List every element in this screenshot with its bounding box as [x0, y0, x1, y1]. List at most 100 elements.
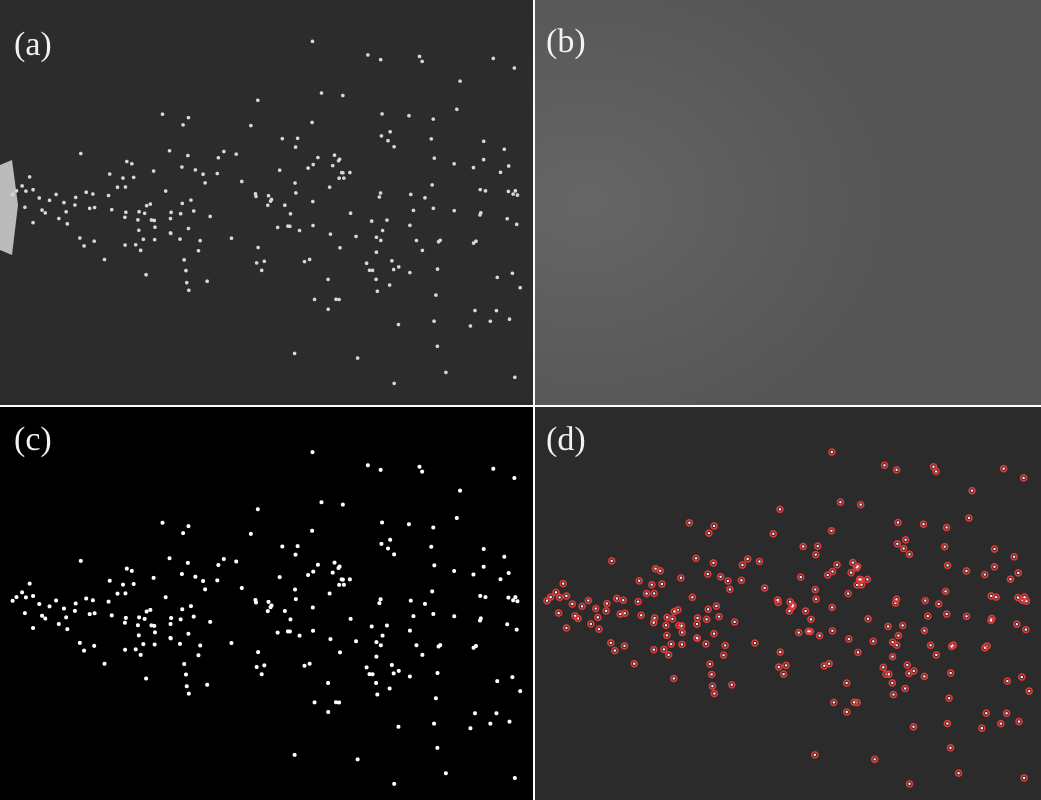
particle	[222, 557, 226, 561]
particle	[409, 193, 413, 197]
particle	[434, 696, 438, 700]
particle	[993, 548, 995, 550]
particle	[123, 621, 127, 625]
particle	[571, 603, 573, 605]
particle	[946, 722, 948, 724]
particle	[1013, 556, 1015, 558]
particle	[365, 665, 369, 669]
particle	[28, 175, 32, 179]
particle	[386, 547, 390, 551]
particle	[848, 638, 850, 640]
particle	[502, 147, 506, 151]
particle	[121, 176, 125, 180]
particle	[374, 681, 378, 685]
particle	[788, 610, 790, 612]
particle	[78, 641, 82, 645]
particle	[688, 522, 690, 524]
particle	[807, 630, 809, 632]
particle	[696, 637, 698, 639]
particle	[152, 169, 156, 173]
particle	[371, 672, 375, 676]
particle	[333, 153, 337, 157]
particle	[666, 616, 668, 618]
particle	[320, 91, 324, 95]
particle	[595, 607, 597, 609]
particle	[280, 545, 284, 549]
particle	[356, 356, 360, 360]
particle	[15, 189, 19, 193]
particle	[215, 172, 219, 176]
particle	[610, 642, 612, 644]
particle	[107, 600, 111, 604]
particle	[423, 602, 427, 606]
particle	[831, 606, 833, 608]
particle	[294, 145, 298, 149]
particle	[186, 524, 190, 528]
particle	[1022, 477, 1024, 479]
particle	[408, 629, 412, 633]
particle	[713, 525, 715, 527]
particle	[546, 600, 548, 602]
particle	[823, 665, 825, 667]
particle	[310, 529, 314, 533]
particle	[31, 188, 35, 192]
particle	[432, 206, 436, 210]
particle	[785, 664, 787, 666]
particle	[555, 591, 557, 593]
particle	[507, 190, 511, 194]
particle	[491, 467, 495, 471]
particle	[124, 616, 128, 620]
particle	[902, 547, 904, 549]
particle	[782, 673, 784, 675]
particle	[143, 211, 147, 215]
particle	[981, 727, 983, 729]
particle	[137, 210, 141, 214]
particle	[333, 561, 337, 565]
particle	[950, 645, 952, 647]
particle	[478, 618, 482, 622]
particle	[144, 273, 148, 277]
particle	[20, 590, 24, 594]
particle	[375, 250, 379, 254]
particle	[153, 225, 157, 229]
particle	[815, 553, 817, 555]
particle	[341, 503, 345, 507]
particle	[515, 599, 519, 603]
particle	[196, 653, 200, 657]
particle	[663, 648, 665, 650]
particle	[499, 171, 503, 175]
particle	[54, 599, 58, 603]
particle	[390, 259, 394, 263]
particle	[169, 622, 173, 626]
particle	[984, 573, 986, 575]
particle	[935, 470, 937, 472]
particle	[289, 212, 293, 216]
particle	[310, 121, 314, 125]
panel-label: (c)	[14, 421, 52, 458]
particle	[1016, 623, 1018, 625]
particle	[88, 207, 92, 211]
particle	[990, 619, 992, 621]
particle	[379, 239, 383, 243]
particle	[328, 637, 332, 641]
particle	[57, 622, 61, 626]
particle	[380, 521, 384, 525]
particle	[11, 193, 15, 197]
particle	[115, 592, 119, 596]
particle	[665, 624, 667, 626]
particle	[640, 614, 642, 616]
particle	[695, 557, 697, 559]
particle	[831, 570, 833, 572]
particle	[740, 579, 742, 581]
particle	[513, 66, 517, 70]
particle	[619, 613, 621, 615]
particle	[1009, 578, 1011, 580]
particle	[637, 600, 639, 602]
particle	[452, 162, 456, 166]
particle	[452, 614, 456, 618]
particle	[715, 605, 717, 607]
particle	[192, 209, 196, 213]
particle	[468, 726, 472, 730]
particle	[24, 595, 28, 599]
particle	[418, 55, 422, 59]
